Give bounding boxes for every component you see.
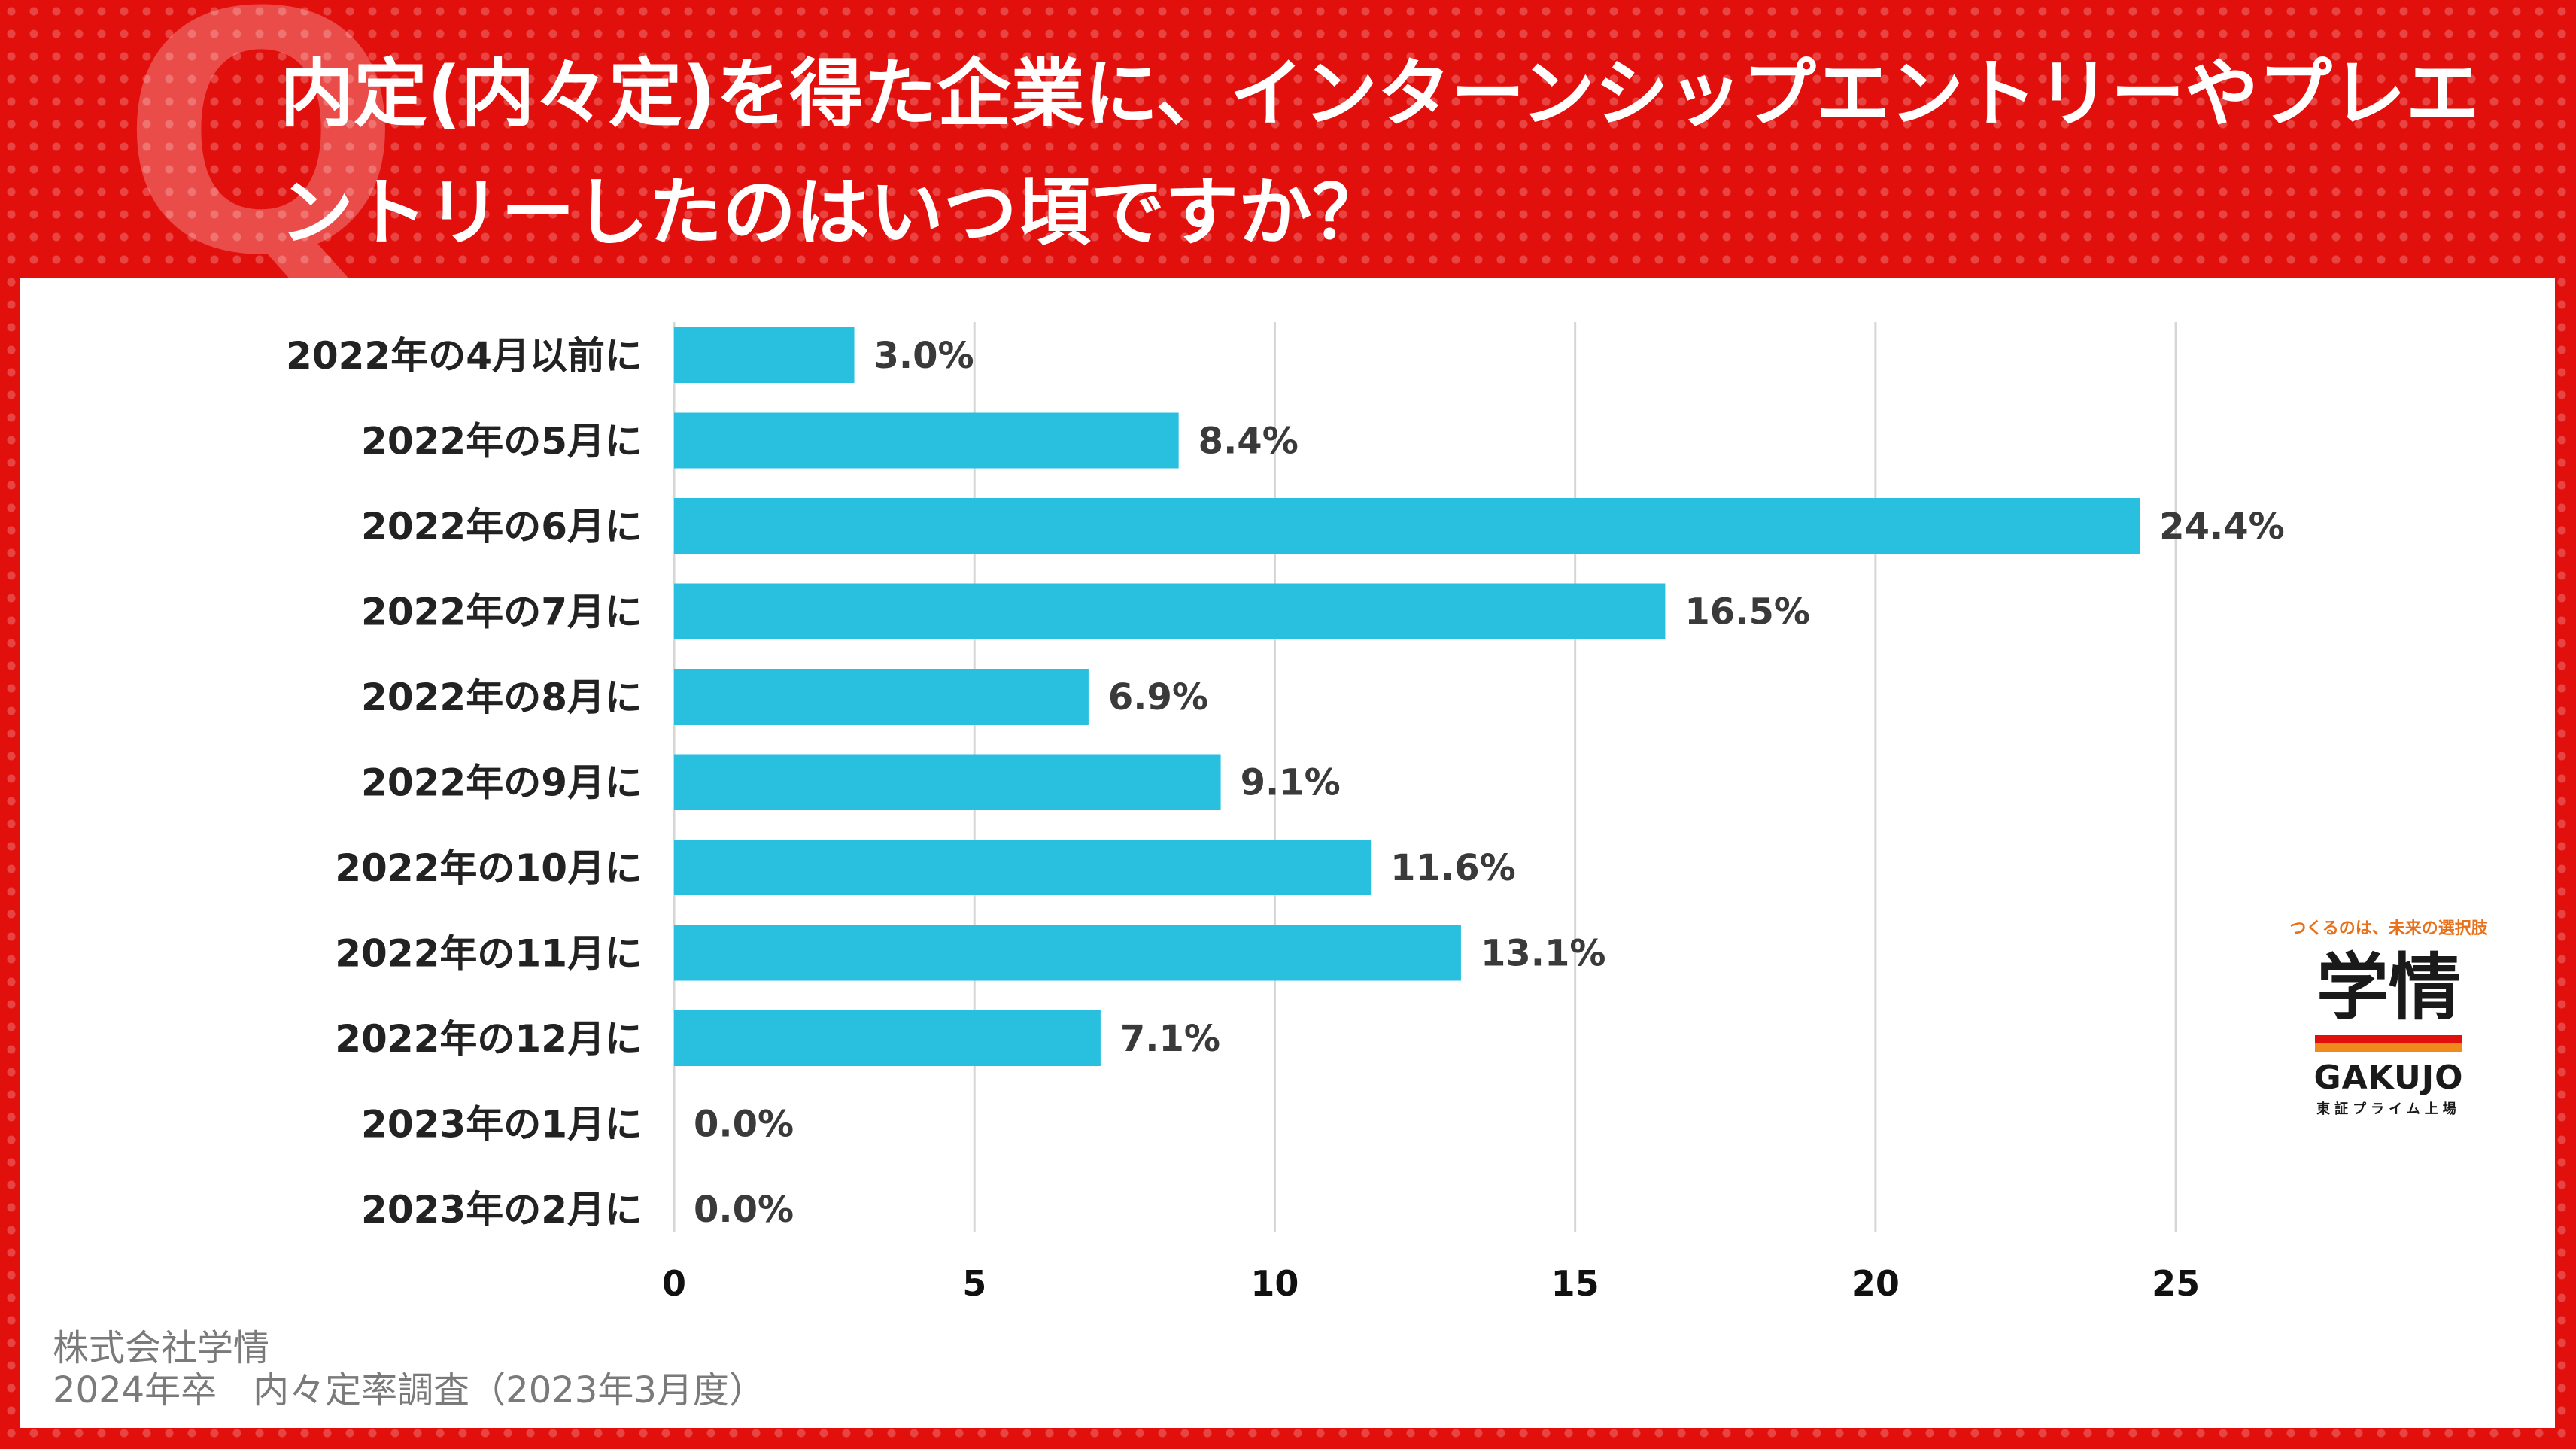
category-label: 2022年の6月に bbox=[361, 505, 642, 548]
data-label: 7.1% bbox=[1120, 1018, 1220, 1060]
x-tick-label: 15 bbox=[1551, 1263, 1599, 1304]
data-label: 16.5% bbox=[1684, 591, 1810, 633]
logo-tagline: つくるのは、未来の選択肢 bbox=[2289, 919, 2488, 938]
x-tick-label: 0 bbox=[662, 1263, 686, 1304]
source-company: 株式会社学情 bbox=[53, 1327, 270, 1369]
data-label: 24.4% bbox=[2159, 506, 2285, 548]
bar bbox=[674, 498, 2140, 554]
source-survey: 2024年卒 内々定率調査（2023年3月度） bbox=[53, 1369, 765, 1411]
chart-panel: 3.0% 8.4% 24.4% 16.5% 6.9% 9.1% 11.6% 13.1% 7.1%… bbox=[20, 278, 2555, 1428]
data-label: 9.1% bbox=[1241, 762, 1341, 804]
category-label: 2022年の5月に bbox=[361, 420, 642, 463]
logo-name-en: GAKUJO bbox=[2313, 1059, 2464, 1097]
category-labels: 2022年の4月以前に 2022年の5月に 2022年の6月に 2022年の7月に 20… bbox=[286, 334, 642, 1232]
page-title: 内定(内々定)を得た企業に、インターンシップエントリーやプレエントリーしたのはい… bbox=[280, 51, 2480, 256]
bar bbox=[674, 925, 1461, 981]
source-note: 株式会社学情 2024年卒 内々定率調査（2023年3月度） bbox=[53, 1327, 765, 1411]
x-tick-label: 10 bbox=[1250, 1263, 1299, 1304]
data-label: 3.0% bbox=[874, 335, 974, 377]
bar bbox=[674, 840, 1372, 895]
value-labels: 3.0% 8.4% 24.4% 16.5% 6.9% 9.1% 11.6% 13.1% 7.1%… bbox=[694, 335, 2285, 1231]
x-tick-label: 5 bbox=[962, 1263, 986, 1304]
category-label: 2022年の10月に bbox=[335, 846, 642, 890]
bar bbox=[674, 669, 1089, 724]
bar bbox=[674, 327, 855, 383]
data-label: 8.4% bbox=[1198, 421, 1299, 463]
bar bbox=[674, 754, 1221, 810]
q-watermark: Q bbox=[120, 0, 402, 328]
bar bbox=[674, 583, 1666, 639]
x-axis-ticks: 0 5 10 15 20 25 bbox=[662, 1263, 2200, 1304]
data-label: 11.6% bbox=[1390, 847, 1516, 889]
category-label: 2022年の9月に bbox=[361, 761, 642, 805]
x-tick-label: 25 bbox=[2152, 1263, 2200, 1304]
category-label: 2023年の2月に bbox=[361, 1188, 642, 1232]
gakujo-logo: つくるのは、未来の選択肢 学情 GAKUJO 東証プライム上場 bbox=[2265, 915, 2513, 1118]
category-label: 2022年の8月に bbox=[361, 676, 642, 719]
bars bbox=[674, 327, 2140, 1066]
logo-stripe bbox=[2315, 1035, 2462, 1052]
data-label: 0.0% bbox=[694, 1104, 794, 1146]
category-label: 2022年の11月に bbox=[335, 932, 642, 976]
logo-mark: 学情 bbox=[2316, 946, 2461, 1030]
data-label: 13.1% bbox=[1481, 933, 1606, 975]
category-label: 2022年の4月以前に bbox=[286, 334, 642, 378]
bar bbox=[674, 1010, 1101, 1066]
category-label: 2022年の7月に bbox=[361, 591, 642, 634]
data-label: 6.9% bbox=[1108, 676, 1208, 718]
x-tick-label: 20 bbox=[1852, 1263, 1900, 1304]
category-label: 2023年の1月に bbox=[361, 1103, 642, 1147]
data-label: 0.0% bbox=[694, 1189, 794, 1231]
bar bbox=[674, 412, 1179, 469]
logo-listing: 東証プライム上場 bbox=[2316, 1101, 2461, 1117]
category-label: 2022年の12月に bbox=[335, 1017, 642, 1061]
bar-chart: 3.0% 8.4% 24.4% 16.5% 6.9% 9.1% 11.6% 13.1% 7.1%… bbox=[286, 322, 2285, 1304]
